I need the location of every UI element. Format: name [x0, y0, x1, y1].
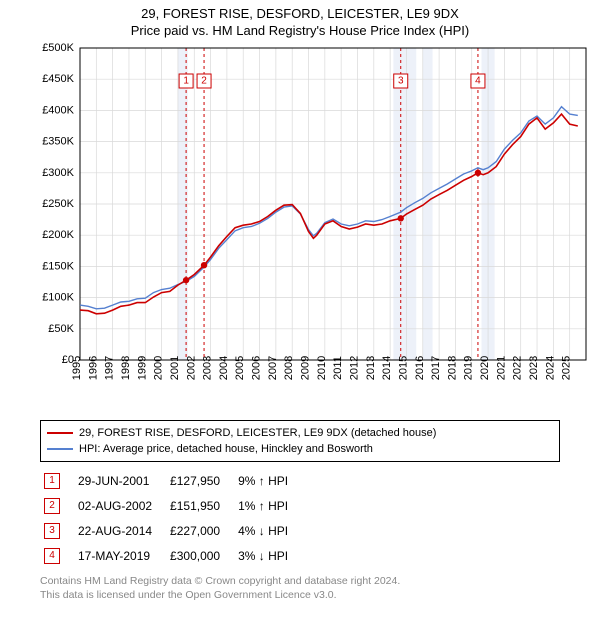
- x-tick-label: 2012: [348, 356, 360, 380]
- event-delta: 1% ↑ HPI: [234, 493, 302, 518]
- x-tick-label: 2000: [153, 356, 165, 380]
- series-hpi: [80, 107, 578, 309]
- x-tick-label: 2015: [397, 356, 409, 380]
- x-tick-label: 1996: [87, 356, 99, 380]
- series-property: [80, 114, 578, 314]
- y-tick-label: £150K: [42, 260, 74, 272]
- event-marker-num: 2: [201, 76, 207, 87]
- event-date: 02-AUG-2002: [74, 493, 166, 518]
- legend-text-red: 29, FOREST RISE, DESFORD, LEICESTER, LE9…: [79, 425, 436, 441]
- legend-text-blue: HPI: Average price, detached house, Hinc…: [79, 441, 373, 457]
- event-row: 4 17-MAY-2019£300,0003% ↓ HPI: [40, 543, 302, 568]
- event-marker-num: 3: [398, 76, 404, 87]
- x-tick-label: 2024: [544, 356, 556, 380]
- event-price: £127,950: [166, 468, 234, 493]
- x-tick-label: 2019: [463, 356, 475, 380]
- x-tick-label: 1999: [136, 356, 148, 380]
- x-tick-label: 2009: [300, 356, 312, 380]
- footnote: Contains HM Land Registry data © Crown c…: [40, 574, 560, 602]
- event-dot: [201, 262, 207, 268]
- event-dot: [475, 170, 481, 176]
- event-marker: 2: [44, 498, 60, 514]
- x-tick-label: 2017: [430, 356, 442, 380]
- arrow-icon: ↓: [259, 549, 265, 563]
- event-dot: [183, 277, 189, 283]
- event-row: 3 22-AUG-2014£227,0004% ↓ HPI: [40, 518, 302, 543]
- x-tick-label: 2001: [169, 356, 181, 380]
- chart: £0£50K£100K£150K£200K£250K£300K£350K£400…: [30, 42, 590, 412]
- y-tick-label: £450K: [42, 73, 74, 85]
- x-tick-label: 2003: [202, 356, 214, 380]
- title-sub: Price paid vs. HM Land Registry's House …: [0, 23, 600, 38]
- event-date: 17-MAY-2019: [74, 543, 166, 568]
- x-tick-label: 2008: [283, 356, 295, 380]
- event-marker-num: 4: [475, 76, 481, 87]
- title-address: 29, FOREST RISE, DESFORD, LEICESTER, LE9…: [0, 6, 600, 21]
- event-row: 2 02-AUG-2002£151,9501% ↑ HPI: [40, 493, 302, 518]
- event-date: 29-JUN-2001: [74, 468, 166, 493]
- x-tick-label: 2013: [365, 356, 377, 380]
- legend-row-blue: HPI: Average price, detached house, Hinc…: [47, 441, 553, 457]
- y-tick-label: £50K: [48, 323, 74, 335]
- x-tick-label: 2023: [528, 356, 540, 380]
- x-tick-label: 2002: [185, 356, 197, 380]
- x-tick-label: 2014: [381, 356, 393, 380]
- x-tick-label: 2018: [446, 356, 458, 380]
- event-price: £151,950: [166, 493, 234, 518]
- event-marker: 1: [44, 473, 60, 489]
- chart-titles: 29, FOREST RISE, DESFORD, LEICESTER, LE9…: [0, 0, 600, 38]
- legend-row-red: 29, FOREST RISE, DESFORD, LEICESTER, LE9…: [47, 425, 553, 441]
- x-tick-label: 2025: [561, 356, 573, 380]
- arrow-icon: ↓: [259, 524, 265, 538]
- event-price: £300,000: [166, 543, 234, 568]
- x-tick-label: 1998: [120, 356, 132, 380]
- x-tick-label: 2016: [414, 356, 426, 380]
- legend-swatch-red: [47, 432, 73, 434]
- chart-svg: £0£50K£100K£150K£200K£250K£300K£350K£400…: [30, 42, 590, 412]
- x-tick-label: 2020: [479, 356, 491, 380]
- x-tick-label: 1997: [104, 356, 116, 380]
- event-date: 22-AUG-2014: [74, 518, 166, 543]
- x-tick-label: 2006: [251, 356, 263, 380]
- x-tick-label: 2005: [234, 356, 246, 380]
- event-price: £227,000: [166, 518, 234, 543]
- x-tick-label: 2021: [495, 356, 507, 380]
- footnote-line1: Contains HM Land Registry data © Crown c…: [40, 574, 560, 588]
- x-tick-label: 2007: [267, 356, 279, 380]
- footnote-line2: This data is licensed under the Open Gov…: [40, 588, 560, 602]
- event-marker: 3: [44, 523, 60, 539]
- y-tick-label: £200K: [42, 229, 74, 241]
- y-tick-label: £500K: [42, 42, 74, 54]
- y-tick-label: £400K: [42, 104, 74, 116]
- x-tick-label: 1995: [71, 356, 83, 380]
- event-delta: 4% ↓ HPI: [234, 518, 302, 543]
- legend-swatch-blue: [47, 448, 73, 450]
- event-marker-num: 1: [183, 76, 189, 87]
- x-tick-label: 2010: [316, 356, 328, 380]
- event-delta: 3% ↓ HPI: [234, 543, 302, 568]
- y-tick-label: £250K: [42, 198, 74, 210]
- event-delta: 9% ↑ HPI: [234, 468, 302, 493]
- event-marker: 4: [44, 548, 60, 564]
- y-tick-label: £100K: [42, 292, 74, 304]
- events-table: 1 29-JUN-2001£127,9509% ↑ HPI 2 02-AUG-2002…: [40, 468, 302, 568]
- y-tick-label: £350K: [42, 136, 74, 148]
- y-tick-label: £300K: [42, 167, 74, 179]
- arrow-icon: ↑: [259, 474, 265, 488]
- event-dot: [398, 215, 404, 221]
- arrow-icon: ↑: [259, 499, 265, 513]
- event-row: 1 29-JUN-2001£127,9509% ↑ HPI: [40, 468, 302, 493]
- x-tick-label: 2022: [512, 356, 524, 380]
- x-tick-label: 2004: [218, 356, 230, 380]
- legend: 29, FOREST RISE, DESFORD, LEICESTER, LE9…: [40, 420, 560, 462]
